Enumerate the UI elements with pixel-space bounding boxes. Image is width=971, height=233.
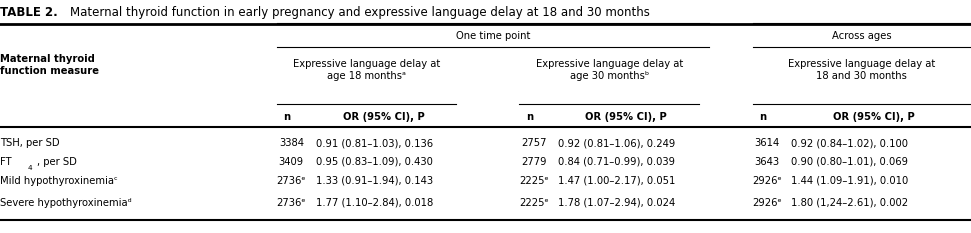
Text: One time point: One time point — [455, 31, 530, 41]
Text: n: n — [283, 112, 290, 121]
Text: 1.80 (1,24–2.61), 0.002: 1.80 (1,24–2.61), 0.002 — [791, 198, 909, 208]
Text: Maternal thyroid
function measure: Maternal thyroid function measure — [0, 55, 99, 76]
Text: 0.90 (0.80–1.01), 0.069: 0.90 (0.80–1.01), 0.069 — [791, 157, 908, 167]
Text: n: n — [758, 112, 766, 121]
Text: 2225ᵉ: 2225ᵉ — [519, 176, 549, 185]
Text: 1.47 (1.00–2.17), 0.051: 1.47 (1.00–2.17), 0.051 — [558, 176, 676, 185]
Text: 2757: 2757 — [521, 138, 547, 148]
Text: 0.92 (0.84–1.02), 0.100: 0.92 (0.84–1.02), 0.100 — [791, 138, 908, 148]
Text: 1.77 (1.10–2.84), 0.018: 1.77 (1.10–2.84), 0.018 — [316, 198, 433, 208]
Text: 0.92 (0.81–1.06), 0.249: 0.92 (0.81–1.06), 0.249 — [558, 138, 676, 148]
Text: 2779: 2779 — [521, 157, 547, 167]
Text: 0.95 (0.83–1.09), 0.430: 0.95 (0.83–1.09), 0.430 — [316, 157, 432, 167]
Text: FT: FT — [0, 157, 12, 167]
Text: 0.91 (0.81–1.03), 0.136: 0.91 (0.81–1.03), 0.136 — [316, 138, 433, 148]
Text: OR (95% CI), Ρ: OR (95% CI), Ρ — [343, 112, 424, 121]
Text: 1.33 (0.91–1.94), 0.143: 1.33 (0.91–1.94), 0.143 — [316, 176, 433, 185]
Text: 2926ᵉ: 2926ᵉ — [753, 176, 782, 185]
Text: TABLE 2.: TABLE 2. — [0, 6, 57, 19]
Text: 2736ᵉ: 2736ᵉ — [277, 176, 306, 185]
Text: Maternal thyroid function in early pregnancy and expressive language delay at 18: Maternal thyroid function in early pregn… — [70, 6, 650, 19]
Text: Expressive language delay at
age 18 monthsᵃ: Expressive language delay at age 18 mont… — [293, 59, 440, 81]
Text: Expressive language delay at
18 and 30 months: Expressive language delay at 18 and 30 m… — [788, 59, 935, 81]
Text: OR (95% CI), Ρ: OR (95% CI), Ρ — [833, 112, 915, 121]
Text: TSH, per SD: TSH, per SD — [0, 138, 59, 148]
Text: Severe hypothyroxinemiaᵈ: Severe hypothyroxinemiaᵈ — [0, 198, 132, 208]
Text: 3643: 3643 — [754, 157, 780, 167]
Text: 3409: 3409 — [279, 157, 304, 167]
Text: 1.44 (1.09–1.91), 0.010: 1.44 (1.09–1.91), 0.010 — [791, 176, 909, 185]
Text: Mild hypothyroxinemiaᶜ: Mild hypothyroxinemiaᶜ — [0, 176, 117, 185]
Text: Across ages: Across ages — [832, 31, 891, 41]
Text: 2926ᵉ: 2926ᵉ — [753, 198, 782, 208]
Text: 0.84 (0.71–0.99), 0.039: 0.84 (0.71–0.99), 0.039 — [558, 157, 675, 167]
Text: n: n — [525, 112, 533, 121]
Text: 1.78 (1.07–2.94), 0.024: 1.78 (1.07–2.94), 0.024 — [558, 198, 676, 208]
Text: 2736ᵉ: 2736ᵉ — [277, 198, 306, 208]
Text: OR (95% CI), Ρ: OR (95% CI), Ρ — [586, 112, 667, 121]
Text: Expressive language delay at
age 30 monthsᵇ: Expressive language delay at age 30 mont… — [536, 59, 683, 81]
Text: 2225ᵉ: 2225ᵉ — [519, 198, 549, 208]
Text: , per SD: , per SD — [37, 157, 77, 167]
Text: 3614: 3614 — [754, 138, 780, 148]
Text: 4: 4 — [27, 165, 32, 171]
Text: 3384: 3384 — [279, 138, 304, 148]
